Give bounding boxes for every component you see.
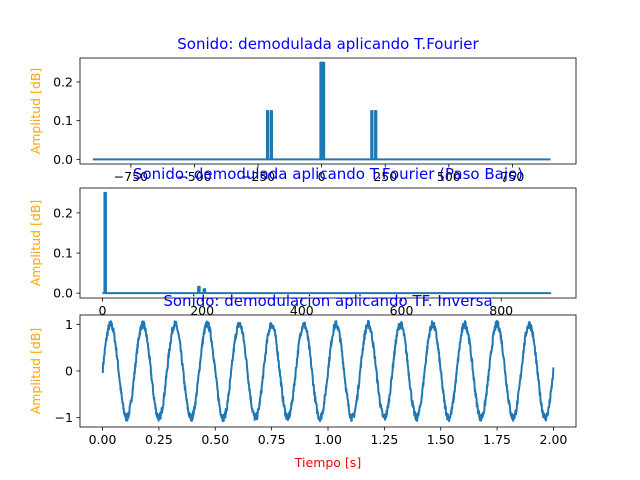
y-tick-label: −1: [55, 410, 73, 425]
x-tick-label: 250: [373, 169, 397, 184]
x-tick-label: −750: [114, 169, 148, 184]
x-tick-label: 0.75: [258, 432, 286, 447]
series-line: [101, 319, 555, 423]
plot-frame: [79, 57, 577, 165]
x-tick-label: 0.25: [145, 432, 173, 447]
y-axis-label: Amplitud [dB]: [28, 200, 43, 287]
y-tick-label: 0.1: [53, 113, 73, 128]
chart-title: Sonido: demodulacion aplicando TF. Inver…: [163, 292, 492, 310]
x-tick-label: 500: [437, 169, 461, 184]
x-tick-label: 1.00: [314, 432, 342, 447]
x-tick-label: 2.00: [540, 432, 568, 447]
x-tick-label: 0.00: [89, 432, 117, 447]
y-tick-label: 0: [65, 364, 73, 379]
chart-title: Sonido: demodulada aplicando T.Fourier (…: [133, 165, 523, 183]
x-tick-label: −250: [241, 169, 275, 184]
x-tick-label: 1.75: [483, 432, 511, 447]
x-tick-label: 750: [500, 169, 524, 184]
y-tick-label: 0.0: [53, 152, 73, 167]
y-axis-label: Amplitud [dB]: [28, 68, 43, 155]
chart-panel-lowpass: Sonido: demodulada aplicando T.Fourier (…: [28, 165, 577, 318]
plot-frame: [79, 314, 577, 428]
x-tick-label: 1.50: [427, 432, 455, 447]
y-tick-label: 0.2: [53, 205, 73, 220]
x-tick-label: −500: [177, 169, 211, 184]
axis-ticks: 0.00 0.25 0.50 0.75 1.00 1.25 1.50 1.75 2.00 −1 0 1: [55, 317, 568, 447]
x-tick-label: 0: [98, 303, 106, 318]
chart-panel-inverse: Sonido: demodulacion aplicando TF. Inver…: [28, 292, 577, 470]
x-axis-label: Tiempo [s]: [294, 455, 361, 470]
x-tick-label: 200: [190, 303, 214, 318]
x-tick-label: 400: [290, 303, 314, 318]
y-tick-label: 0.2: [53, 74, 73, 89]
plot-frame: [79, 187, 577, 299]
y-axis-label: Amplitud [dB]: [28, 328, 43, 415]
y-tick-label: 1: [65, 317, 73, 332]
axis-ticks: 0 200 400 600 800 0.0 0.1 0.2: [53, 205, 513, 318]
x-tick-label: 0: [318, 169, 326, 184]
x-tick-label: 0.50: [201, 432, 229, 447]
y-tick-label: 0.1: [53, 246, 73, 261]
chart-panel-fourier: Sonido: demodulada aplicando T.Fourier A…: [28, 35, 577, 184]
axis-ticks: −750 −500 −250 0 250 500 750 0.0 0.1 0.2: [53, 74, 524, 184]
x-tick-label: 800: [489, 303, 513, 318]
series-line: [102, 191, 552, 295]
x-tick-label: 1.25: [370, 432, 398, 447]
series-line: [92, 61, 551, 161]
x-tick-label: 600: [390, 303, 414, 318]
chart-title: Sonido: demodulada aplicando T.Fourier: [177, 35, 479, 53]
y-tick-label: 0.0: [53, 286, 73, 301]
